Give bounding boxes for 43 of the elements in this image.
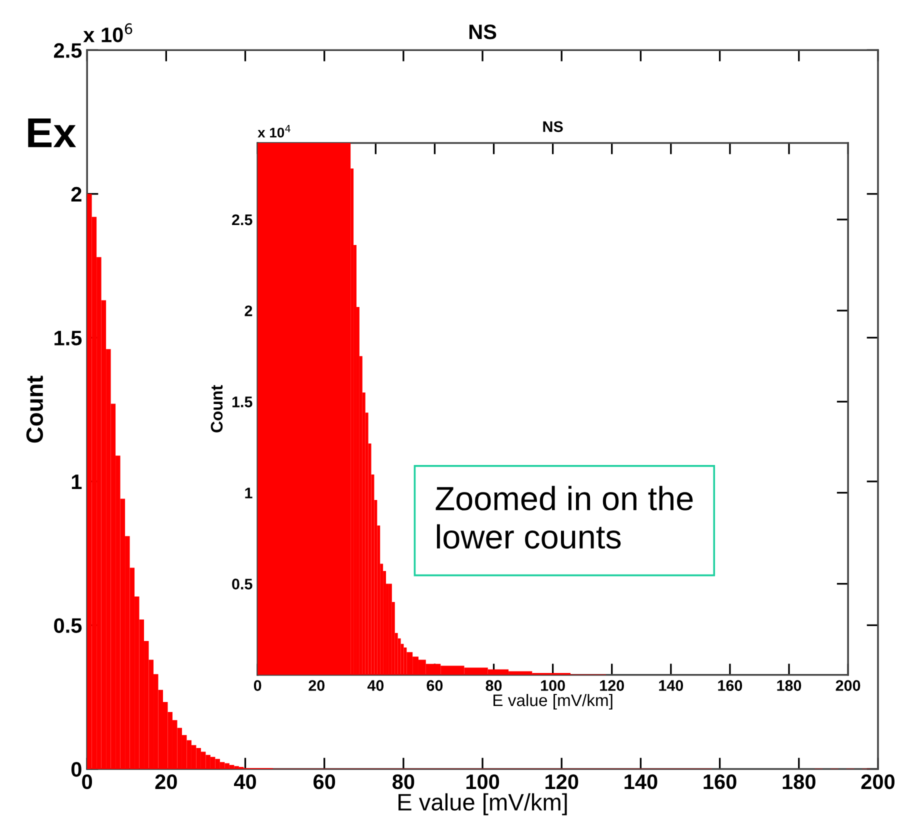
x-tick-label: 200 <box>836 680 860 691</box>
y-tick-label: 2.5 <box>54 43 82 58</box>
chart-title: NS <box>469 24 496 40</box>
x-tick-label: 100 <box>541 680 565 691</box>
y-tick-label: 1 <box>72 474 82 489</box>
x-tick-label: 40 <box>367 680 384 691</box>
x-tick-label: 180 <box>777 680 802 691</box>
x-tick-label: 160 <box>704 774 736 790</box>
y-tick-label: 1 <box>245 488 252 498</box>
y-tick-label: 0.5 <box>232 578 252 590</box>
x-tick-label: 80 <box>486 680 502 691</box>
x-tick-label: 60 <box>426 680 443 691</box>
y-tick-label: 1.5 <box>232 396 252 408</box>
x-tick-label: 120 <box>546 774 578 790</box>
x-axis-title: E value [mV/km] <box>398 793 567 816</box>
x-tick-label: 140 <box>624 774 658 790</box>
x-tick-label: 160 <box>718 680 742 691</box>
x-tick-label: 120 <box>600 680 624 691</box>
x-tick-label: 20 <box>308 680 325 691</box>
chart-title: NS <box>543 121 563 132</box>
y-tick-label: 2 <box>71 186 82 202</box>
x-axis-title: E value [mV/km] <box>494 694 612 710</box>
x-tick-label: 60 <box>314 774 336 790</box>
text: Ex <box>28 118 76 148</box>
y-axis-title: Count <box>26 376 44 443</box>
y-tick-label: 1.5 <box>54 330 82 346</box>
y-tick-label: 2 <box>244 305 252 316</box>
x-tick-label: 100 <box>466 774 500 790</box>
x-tick-label: 0 <box>254 680 262 691</box>
x-tick-label: 40 <box>234 774 256 790</box>
x-tick-label: 180 <box>782 774 816 790</box>
x-tick-label: 140 <box>659 680 684 691</box>
x-tick-label: 200 <box>861 774 895 790</box>
text: x 10$^{6}$ <box>83 23 132 42</box>
annotation: Zoomed in on the lower counts <box>436 486 693 549</box>
x-tick-label: 0 <box>82 774 92 790</box>
y-tick-label: 0 <box>71 762 82 777</box>
y-axis-title: Count <box>210 385 223 432</box>
annotation: x 10$^{4}$ <box>258 124 290 138</box>
y-tick-label: 0.5 <box>54 618 82 633</box>
y-tick-label: 2.5 <box>232 214 252 226</box>
x-tick-label: 20 <box>155 774 177 790</box>
x-tick-label: 80 <box>392 774 414 790</box>
